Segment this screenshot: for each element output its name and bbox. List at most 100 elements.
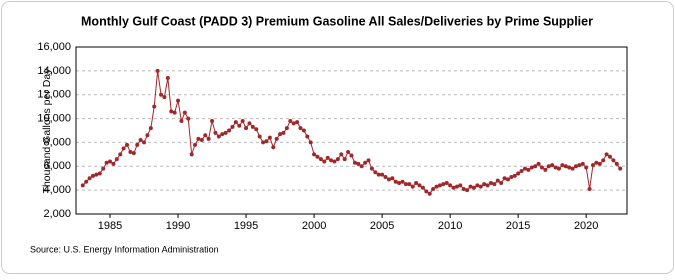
data-point bbox=[199, 138, 204, 143]
data-point bbox=[152, 104, 157, 109]
data-point bbox=[80, 183, 85, 188]
data-point bbox=[601, 158, 606, 163]
data-point bbox=[488, 180, 493, 185]
data-point bbox=[519, 169, 524, 174]
data-point bbox=[298, 126, 303, 131]
data-point bbox=[397, 180, 402, 185]
data-point bbox=[254, 127, 259, 132]
data-point bbox=[522, 166, 527, 171]
data-point bbox=[516, 171, 521, 176]
data-point bbox=[247, 121, 252, 126]
data-point bbox=[206, 136, 211, 141]
data-point bbox=[471, 185, 476, 190]
data-point bbox=[400, 179, 405, 184]
x-tick-label: 2015 bbox=[506, 220, 530, 232]
data-point bbox=[376, 172, 381, 177]
y-tick-label: 4,000 bbox=[43, 184, 71, 196]
data-point bbox=[407, 182, 412, 187]
data-point bbox=[573, 164, 578, 169]
data-point bbox=[91, 173, 96, 178]
data-point bbox=[577, 163, 582, 168]
data-point bbox=[434, 184, 439, 189]
data-point bbox=[533, 164, 538, 169]
data-point bbox=[230, 124, 235, 129]
data-point bbox=[563, 164, 568, 169]
data-point bbox=[478, 184, 483, 189]
data-point bbox=[196, 136, 201, 141]
data-point bbox=[492, 182, 497, 187]
data-point bbox=[567, 165, 572, 170]
data-point bbox=[315, 154, 320, 159]
data-point bbox=[94, 172, 99, 177]
data-point bbox=[332, 159, 337, 164]
data-point bbox=[284, 126, 289, 131]
data-point bbox=[264, 139, 269, 144]
data-point bbox=[288, 118, 293, 123]
data-point bbox=[220, 132, 225, 137]
data-point bbox=[468, 184, 473, 189]
data-point bbox=[363, 160, 368, 165]
chart-title: Monthly Gulf Coast (PADD 3) Premium Gaso… bbox=[81, 14, 593, 28]
x-tick-label: 1985 bbox=[98, 220, 122, 232]
data-point bbox=[444, 180, 449, 185]
data-point bbox=[155, 68, 160, 73]
data-point bbox=[261, 140, 266, 145]
data-point bbox=[417, 183, 422, 188]
data-point bbox=[536, 161, 541, 166]
data-point bbox=[335, 157, 340, 162]
data-point bbox=[318, 157, 323, 162]
data-point bbox=[431, 186, 436, 191]
data-point bbox=[271, 145, 276, 150]
data-point bbox=[526, 167, 531, 172]
data-point bbox=[295, 120, 300, 125]
data-point bbox=[502, 176, 507, 181]
data-point bbox=[461, 186, 466, 191]
data-point bbox=[87, 176, 92, 181]
data-point bbox=[451, 185, 456, 190]
data-point bbox=[274, 136, 279, 141]
data-point bbox=[278, 132, 283, 137]
data-point bbox=[607, 154, 612, 159]
data-point bbox=[499, 180, 504, 185]
data-point bbox=[240, 118, 245, 123]
data-point bbox=[386, 177, 391, 182]
data-point bbox=[369, 166, 374, 171]
data-point bbox=[125, 142, 130, 147]
data-point bbox=[108, 159, 113, 164]
data-point bbox=[172, 110, 177, 115]
data-point bbox=[339, 152, 344, 157]
data-point bbox=[611, 158, 616, 163]
data-point bbox=[580, 161, 585, 166]
data-line bbox=[82, 70, 621, 195]
data-point bbox=[104, 160, 109, 165]
data-point bbox=[329, 158, 334, 163]
data-point bbox=[618, 166, 623, 171]
data-point bbox=[373, 170, 378, 175]
data-point bbox=[128, 149, 133, 154]
x-tick-label: 1990 bbox=[166, 220, 190, 232]
data-point bbox=[291, 121, 296, 126]
data-point bbox=[257, 134, 262, 139]
y-tick-label: 16,000 bbox=[37, 41, 71, 53]
data-point bbox=[244, 126, 249, 131]
source: Source: U.S. Energy Information Administ… bbox=[30, 244, 219, 254]
data-point bbox=[322, 159, 327, 164]
data-point bbox=[590, 163, 595, 168]
data-point bbox=[424, 189, 429, 194]
data-point bbox=[539, 165, 544, 170]
data-point bbox=[550, 163, 555, 168]
data-point bbox=[312, 152, 317, 157]
data-point bbox=[213, 130, 218, 135]
y-tick-label: 2,000 bbox=[43, 208, 71, 220]
data-point bbox=[465, 188, 470, 193]
data-point bbox=[380, 172, 385, 177]
data-point bbox=[597, 161, 602, 166]
data-point bbox=[148, 126, 153, 131]
data-point bbox=[570, 166, 575, 171]
data-point bbox=[121, 146, 126, 151]
data-point bbox=[505, 177, 510, 182]
data-point bbox=[138, 138, 143, 143]
data-point bbox=[227, 128, 232, 133]
data-point bbox=[420, 185, 425, 190]
data-point bbox=[349, 153, 354, 158]
